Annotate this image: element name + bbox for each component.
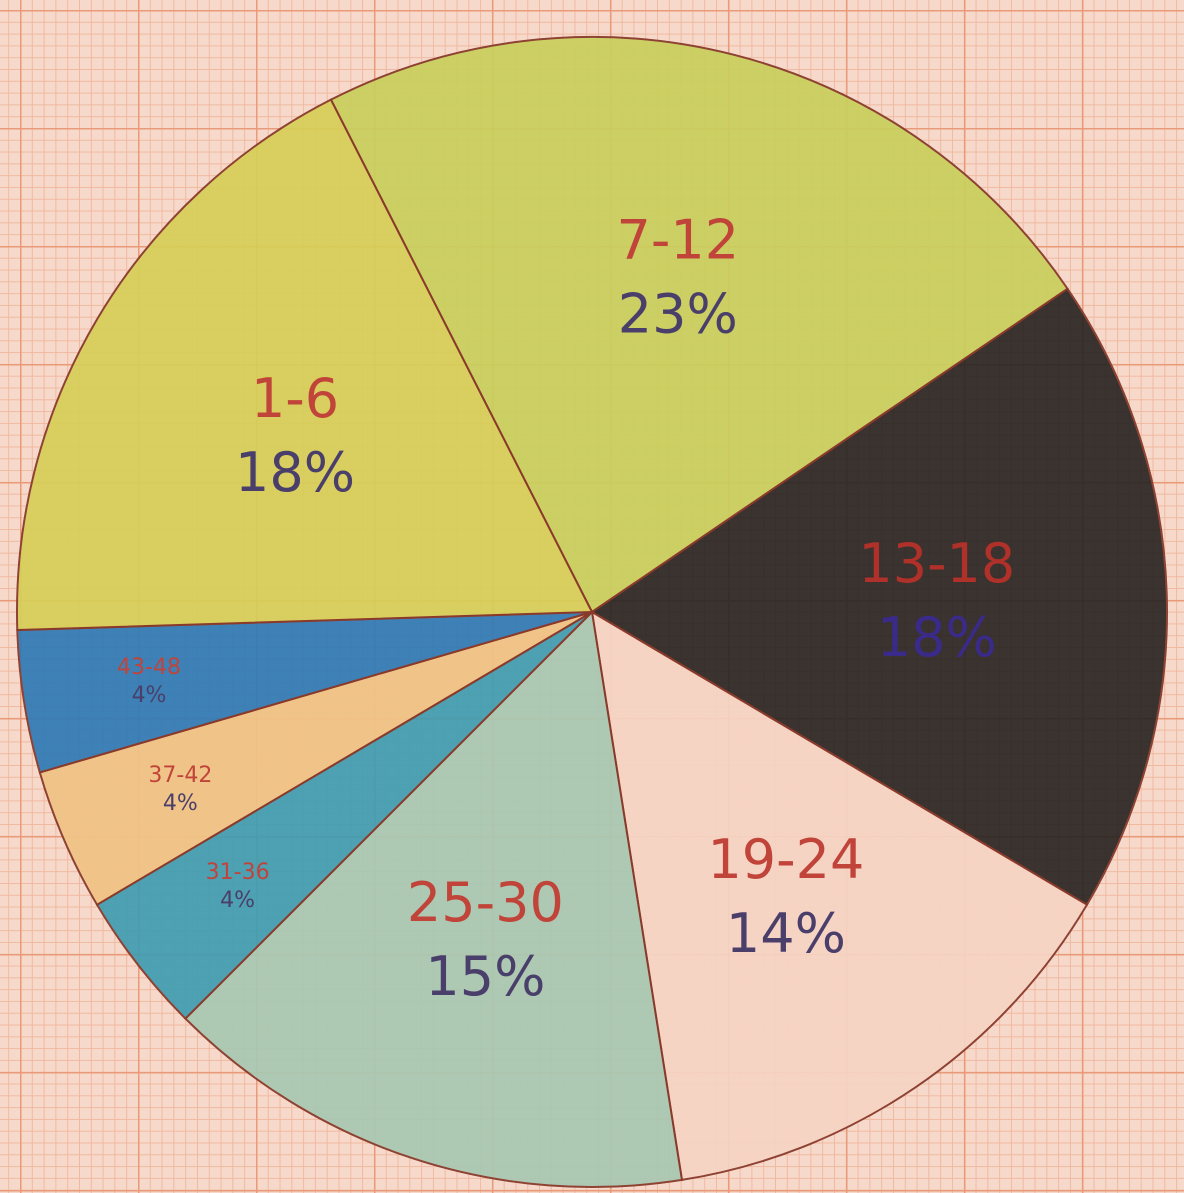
slice-category-label: 43-48 (117, 655, 181, 680)
pie-slice (183, 609, 684, 1188)
slice-value-label: 18% (877, 606, 997, 669)
slice-category-label: 1-6 (251, 367, 339, 430)
slice-category-label: 31-36 (206, 860, 270, 885)
pie-slice (16, 98, 594, 632)
slice-value-label: 4% (132, 683, 167, 708)
pie-slice (590, 287, 1168, 907)
pie-slice (329, 36, 1069, 614)
slice-category-label: 7-12 (617, 208, 740, 271)
slice-value-label: 15% (425, 945, 545, 1008)
slice-value-label: 4% (220, 888, 255, 913)
slice-category-label: 25-30 (407, 871, 564, 934)
slice-category-label: 19-24 (707, 828, 864, 891)
slice-category-label: 37-42 (148, 763, 212, 788)
slice-value-label: 4% (163, 791, 198, 816)
slice-value-label: 14% (726, 902, 846, 965)
slice-value-label: 23% (618, 282, 738, 345)
slice-category-label: 13-18 (858, 532, 1015, 595)
pie-slice (590, 610, 1089, 1182)
slice-value-label: 18% (235, 441, 355, 504)
